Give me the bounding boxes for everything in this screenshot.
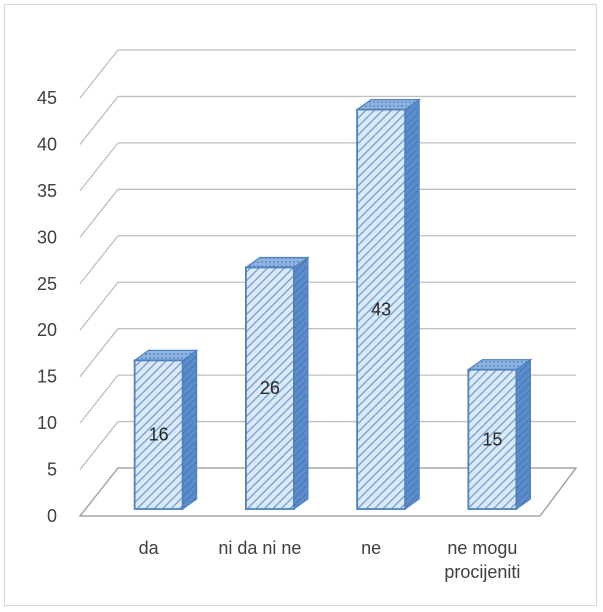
category-label: ne mogu bbox=[447, 538, 517, 558]
data-label: 15 bbox=[482, 429, 502, 449]
gridline-side bbox=[79, 374, 119, 424]
gridline-side bbox=[79, 49, 119, 99]
category-label: procijeniti bbox=[444, 562, 520, 582]
y-tick-label: 35 bbox=[37, 181, 57, 201]
bar-side bbox=[182, 349, 198, 511]
bar bbox=[133, 359, 184, 510]
gridline-side bbox=[79, 281, 119, 331]
bar-side bbox=[293, 256, 309, 511]
y-tick-label: 40 bbox=[37, 134, 57, 154]
data-label: 26 bbox=[260, 378, 280, 398]
y-tick-label: 10 bbox=[37, 413, 57, 433]
y-tick-label: 25 bbox=[37, 274, 57, 294]
y-tick-label: 30 bbox=[37, 227, 57, 247]
chart-floor bbox=[78, 467, 578, 517]
floor-plane bbox=[78, 467, 578, 517]
category-label: ni da ni ne bbox=[218, 538, 301, 558]
gridline-side bbox=[79, 188, 119, 238]
y-tick-label: 45 bbox=[37, 88, 57, 108]
bar-side bbox=[515, 358, 531, 511]
category-label: da bbox=[139, 538, 160, 558]
data-label: 16 bbox=[149, 425, 169, 445]
bars bbox=[132, 98, 533, 511]
gridline-side bbox=[79, 96, 119, 145]
bar-side bbox=[404, 98, 420, 511]
category-label: ne bbox=[361, 538, 381, 558]
y-tick-label: 20 bbox=[37, 320, 57, 340]
bar bbox=[467, 368, 518, 510]
x-axis-categories: da ni da ni ne ne ne mogu procijeniti bbox=[139, 538, 521, 582]
bar bbox=[244, 266, 295, 510]
data-label: 43 bbox=[371, 299, 391, 319]
y-tick-label: 5 bbox=[47, 460, 57, 480]
gridline-side bbox=[79, 142, 119, 192]
gridline-side bbox=[79, 421, 119, 470]
y-tick-label: 0 bbox=[47, 506, 57, 526]
gridline-side bbox=[79, 328, 119, 378]
y-tick-label: 15 bbox=[37, 367, 57, 387]
gridline-side bbox=[79, 235, 119, 285]
y-axis-ticks: 0 5 10 15 20 25 30 35 40 45 bbox=[37, 88, 57, 526]
bar bbox=[356, 108, 407, 510]
data-labels: 16 26 43 15 bbox=[149, 299, 503, 449]
